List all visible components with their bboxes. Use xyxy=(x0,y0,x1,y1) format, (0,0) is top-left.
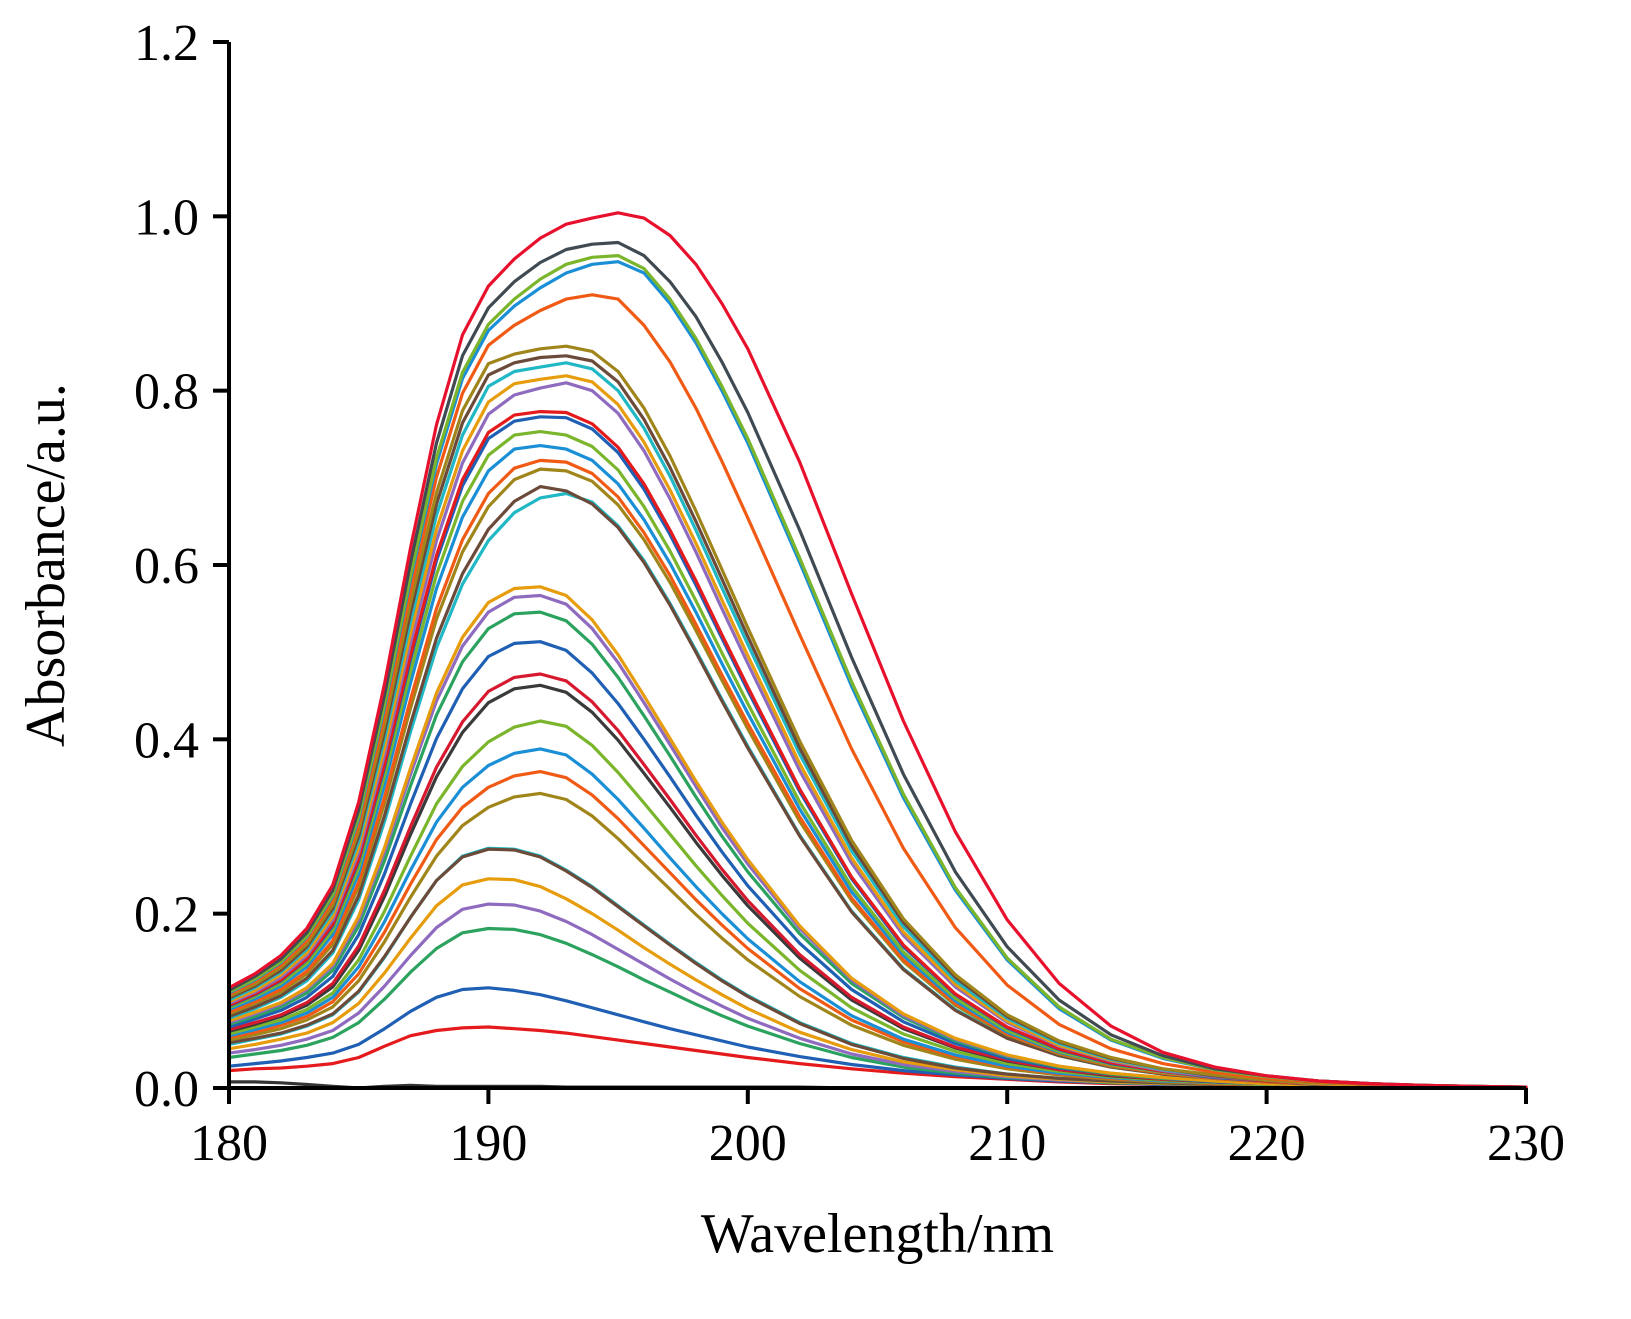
series-layer xyxy=(227,211,1528,1090)
x-tick-label: 210 xyxy=(968,1115,1046,1172)
axes-layer: 180 190 200 210 220 230 0.0 0.2 0.4 0.6 0.8 1.0 1.2 xyxy=(134,15,1565,1172)
x-axis-title: Wavelength/nm xyxy=(701,1203,1054,1265)
series-line-30 xyxy=(227,354,1528,1090)
x-tick-label: 230 xyxy=(1487,1115,1565,1172)
x-tick-label: 220 xyxy=(1228,1115,1306,1172)
y-tick-label: 0.8 xyxy=(134,364,199,421)
series-line-29 xyxy=(227,361,1528,1090)
series-line-3 xyxy=(227,986,1528,1090)
series-line-31 xyxy=(227,344,1528,1090)
y-tick-label: 0.2 xyxy=(134,887,199,944)
y-axis-title: Absorbance/a.u. xyxy=(15,383,77,747)
series-line-18 xyxy=(227,585,1528,1090)
series-line-33 xyxy=(227,260,1528,1089)
y-tick-label: 0.4 xyxy=(134,712,199,769)
x-tick-label: 200 xyxy=(709,1115,787,1172)
series-line-36 xyxy=(227,211,1528,1089)
series-line-4 xyxy=(227,926,1528,1090)
y-tick-label: 1.0 xyxy=(134,189,199,246)
x-axis-ticks: 180 190 200 210 220 230 xyxy=(190,1088,1565,1172)
series-line-32 xyxy=(227,293,1528,1089)
x-tick-label: 190 xyxy=(449,1115,527,1172)
y-tick-label: 1.2 xyxy=(134,15,199,72)
y-tick-label: 0.0 xyxy=(134,1061,199,1118)
y-tick-label: 0.6 xyxy=(134,538,199,595)
x-tick-label: 180 xyxy=(190,1115,268,1172)
y-axis-ticks: 0.0 0.2 0.4 0.6 0.8 1.0 1.2 xyxy=(134,15,229,1118)
